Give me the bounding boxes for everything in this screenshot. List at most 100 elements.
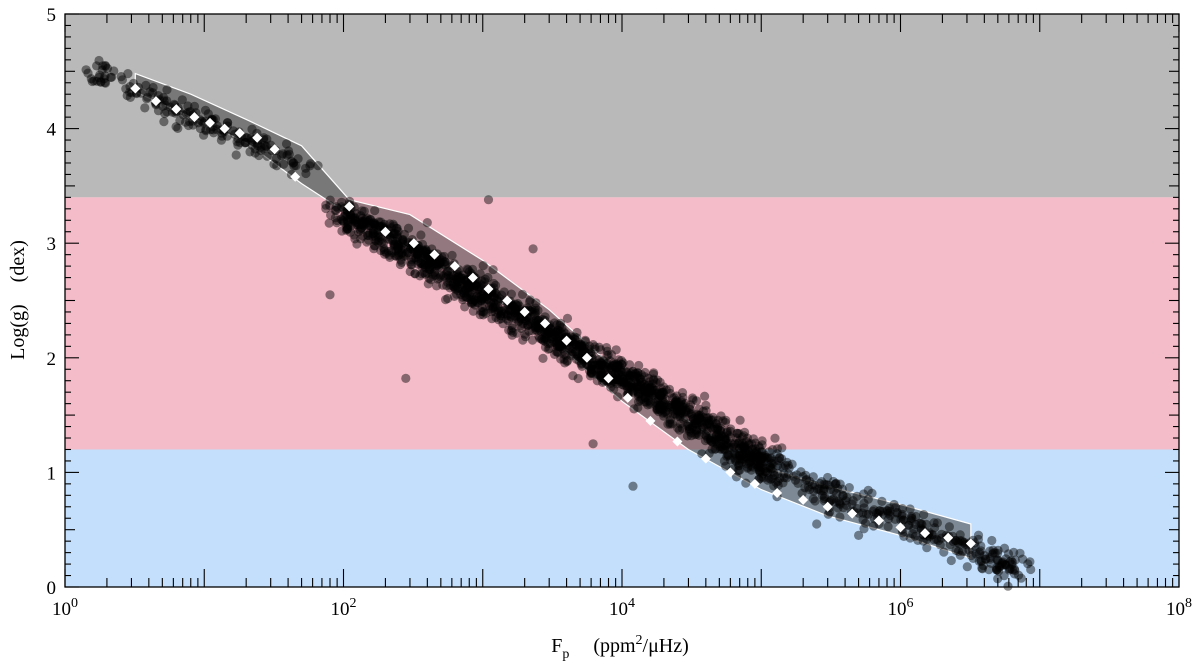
data-point — [723, 439, 732, 448]
data-point — [1015, 549, 1024, 558]
data-point — [452, 281, 461, 290]
data-point — [668, 419, 677, 428]
data-point — [568, 371, 577, 380]
data-point — [325, 201, 334, 210]
data-point — [963, 562, 972, 571]
data-point — [829, 477, 838, 486]
data-point — [217, 132, 226, 141]
data-point — [559, 327, 568, 336]
data-point — [945, 522, 954, 531]
y-axis-title: Log(g)(dex) — [7, 240, 29, 360]
data-point — [483, 273, 492, 282]
data-point — [493, 300, 502, 309]
data-point — [529, 244, 538, 253]
data-point — [854, 531, 863, 540]
data-point — [285, 150, 294, 159]
x-axis-title: Fp (ppm2/μHz) — [551, 633, 689, 662]
data-point — [587, 368, 596, 377]
data-point — [472, 292, 481, 301]
data-point — [617, 360, 626, 369]
data-point — [556, 354, 565, 363]
data-point — [479, 261, 488, 270]
data-point — [416, 230, 425, 239]
data-point — [568, 349, 577, 358]
data-point — [162, 85, 171, 94]
data-point — [442, 269, 451, 278]
data-point — [706, 436, 715, 445]
data-point — [1004, 549, 1013, 558]
data-point — [233, 141, 242, 150]
data-point — [595, 361, 604, 370]
data-point — [987, 536, 996, 545]
data-point — [101, 79, 110, 88]
data-point — [700, 392, 709, 401]
data-point — [953, 538, 962, 547]
data-point — [784, 470, 793, 479]
x-tick-label: 106 — [888, 596, 914, 620]
data-point — [653, 405, 662, 414]
data-point — [1025, 557, 1034, 566]
data-point — [448, 251, 457, 260]
data-point — [201, 126, 210, 135]
data-point — [301, 164, 310, 173]
data-point — [675, 426, 684, 435]
data-point — [396, 260, 405, 269]
data-point — [382, 249, 391, 258]
data-point — [884, 514, 893, 523]
data-point — [613, 392, 622, 401]
data-point — [791, 476, 800, 485]
data-point — [633, 368, 642, 377]
data-point — [893, 508, 902, 517]
data-point — [607, 365, 616, 374]
data-point — [141, 81, 150, 90]
data-point — [289, 161, 298, 170]
data-point — [622, 368, 631, 377]
x-tick-label: 108 — [1166, 596, 1192, 620]
x-tick-label: 100 — [52, 596, 78, 620]
data-point — [489, 265, 498, 274]
data-point — [399, 238, 408, 247]
data-point — [758, 447, 767, 456]
data-point — [173, 124, 182, 133]
data-point — [993, 549, 1002, 558]
data-point — [829, 486, 838, 495]
data-point — [465, 282, 474, 291]
data-point — [735, 436, 744, 445]
data-point — [416, 259, 425, 268]
data-point — [241, 138, 250, 147]
data-point — [325, 290, 334, 299]
data-point — [438, 256, 447, 265]
data-point — [731, 455, 740, 464]
data-point — [98, 61, 107, 70]
data-point — [518, 290, 527, 299]
data-point — [947, 556, 956, 565]
y-tick-label: 1 — [47, 463, 57, 484]
data-point — [812, 519, 821, 528]
data-point — [736, 416, 745, 425]
data-point — [1003, 582, 1012, 591]
data-point — [544, 345, 553, 354]
data-point — [201, 106, 210, 115]
data-point — [710, 445, 719, 454]
data-point — [748, 448, 757, 457]
data-point — [819, 486, 828, 495]
data-point — [747, 466, 756, 475]
data-point — [245, 147, 254, 156]
data-point — [845, 483, 854, 492]
data-point — [773, 477, 782, 486]
data-point — [842, 501, 851, 510]
data-point — [835, 512, 844, 521]
y-tick-label: 5 — [47, 5, 57, 26]
data-point — [401, 374, 410, 383]
data-point — [178, 95, 187, 104]
data-point — [352, 239, 361, 248]
data-point — [385, 235, 394, 244]
data-point — [504, 316, 513, 325]
data-point — [800, 483, 809, 492]
data-point — [424, 279, 433, 288]
data-point — [365, 221, 374, 230]
background-bands — [65, 14, 1179, 587]
data-point — [718, 416, 727, 425]
data-point — [232, 150, 241, 159]
